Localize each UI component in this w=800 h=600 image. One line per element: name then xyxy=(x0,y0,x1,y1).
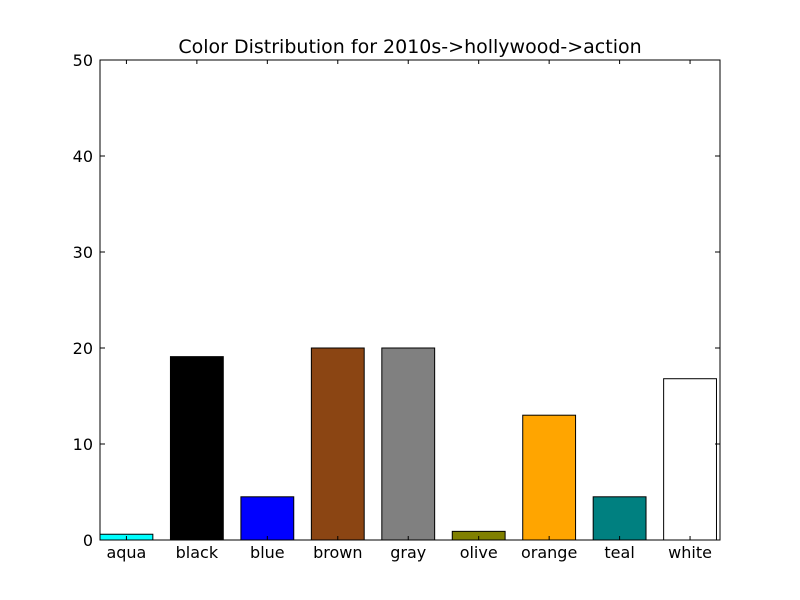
bar-blue xyxy=(240,496,295,541)
x-tick-label: black xyxy=(176,543,219,562)
bar-teal xyxy=(592,496,647,541)
bar-white xyxy=(663,378,717,541)
x-tick-label: orange xyxy=(521,543,577,562)
labels-layer: aqua black blue brown gray olive orange teal whi… xyxy=(73,51,712,562)
x-tick-label: white xyxy=(668,543,712,562)
chart-title: Color Distribution for 2010s->hollywood-… xyxy=(178,36,641,58)
y-tick-label: 50 xyxy=(73,51,93,70)
x-tick-label: brown xyxy=(313,543,362,562)
y-tick-label: 40 xyxy=(73,147,93,166)
x-tick-label: olive xyxy=(460,543,498,562)
x-tick-label: teal xyxy=(604,543,634,562)
bar-orange xyxy=(522,414,577,541)
x-tick-label: aqua xyxy=(106,543,146,562)
bar-gray xyxy=(381,347,436,541)
x-tick-label: blue xyxy=(250,543,285,562)
y-tick-label: 20 xyxy=(73,339,93,358)
bar-brown xyxy=(310,347,365,541)
y-tick-label: 0 xyxy=(83,531,93,550)
plot-frame xyxy=(99,59,721,541)
bar-black xyxy=(169,356,224,541)
y-tick-label: 30 xyxy=(73,243,93,262)
bars-layer xyxy=(99,347,717,541)
y-tick-label: 10 xyxy=(73,435,93,454)
x-tick-label: gray xyxy=(390,543,426,562)
